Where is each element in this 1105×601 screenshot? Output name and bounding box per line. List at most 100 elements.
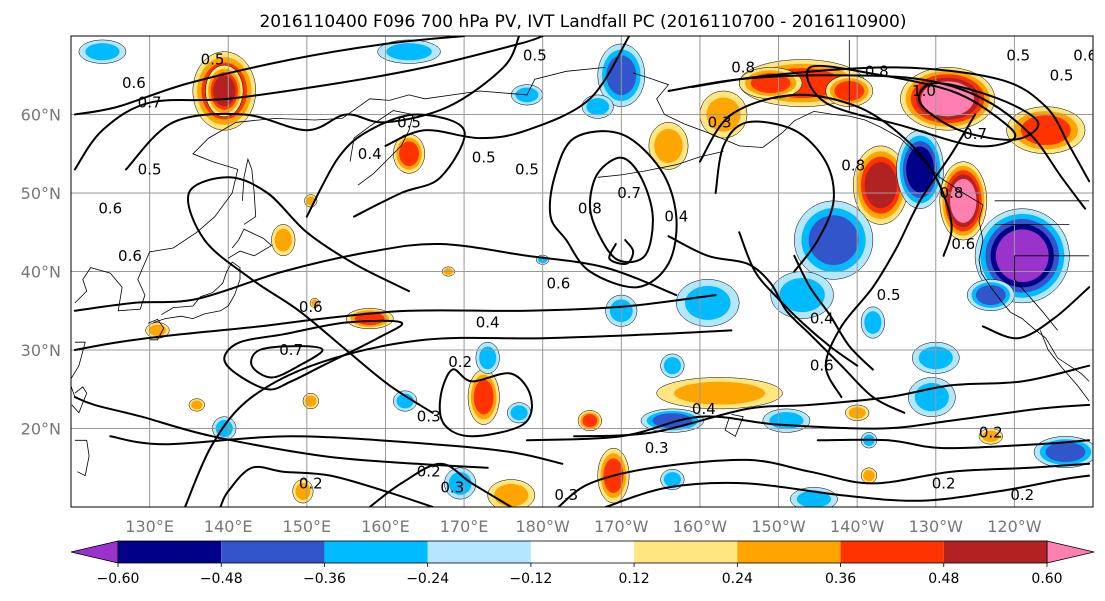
pv-anomaly-blob [676, 279, 740, 327]
contour-label-text: 0.5 [201, 51, 225, 69]
contour-label-text: 0.3 [417, 408, 441, 426]
longitude-tick-label: 140°E [204, 517, 253, 536]
pv-anomaly-blob [978, 428, 1003, 445]
longitude-tick-labels: 130°E 140°E 150°E 160°E 170°E 180°W 170°W 160°W… [125, 517, 1041, 536]
longitude-tick-label: 160°E [361, 517, 410, 536]
ivt-contour-line [793, 254, 874, 371]
ivt-contour-line [125, 36, 521, 171]
longitude-tick-label: 150°E [283, 517, 332, 536]
pv-anomaly-blob [507, 402, 532, 424]
colorbar-extend-high [1046, 540, 1095, 564]
pv-anomaly-blob [648, 122, 689, 170]
contour-label: 0.7 [279, 341, 303, 359]
contour-label: 1.0 [912, 82, 936, 100]
coastline-hawaii [724, 414, 744, 437]
longitude-tick-label: 130°E [125, 517, 174, 536]
contour-label: 0.8 [940, 184, 964, 202]
colorbar-tick-label: 0.24 [722, 571, 753, 587]
ivt-contour-line [667, 235, 906, 414]
pv-anomaly-blob [302, 392, 319, 410]
contour-label-text: 0.4 [476, 314, 500, 332]
pv-anomaly-blob [908, 377, 956, 417]
contour-label-text: 0.6 [122, 74, 146, 92]
pv-shade-level [779, 277, 825, 313]
contour-label-text: 0.5 [877, 286, 901, 304]
contour-label-text: 0.4 [664, 208, 688, 226]
pv-shade-level [311, 299, 319, 307]
contour-label: 0.6 [951, 235, 975, 253]
pv-anomaly-blob [896, 129, 944, 209]
contour-label: 0.5 [138, 160, 162, 178]
contour-label-text: 0.6 [1073, 47, 1097, 65]
pv-anomaly-blob [271, 224, 296, 257]
contour-label: 0.2 [448, 353, 472, 371]
ivt-contour-line [917, 82, 1040, 141]
coastline-japan-hokkaido [227, 228, 273, 259]
contour-label-text: 0.8 [731, 58, 755, 76]
colorbar-outline [117, 540, 1048, 564]
pv-shade-level [950, 178, 977, 223]
pv-anomaly-blob [656, 377, 783, 410]
latitude-tick-label: 20°N [21, 420, 61, 439]
contour-label: 0.6 [98, 200, 122, 218]
map-border [70, 35, 1094, 508]
contour-label-text: 0.8 [841, 157, 865, 175]
pv-anomaly-blob [467, 369, 500, 425]
contour-label: 0.6 [546, 274, 570, 292]
contour-label: 0.2 [1010, 486, 1034, 504]
contour-label: 0.3 [645, 439, 669, 457]
colorbar-tick-label: 0.36 [825, 571, 856, 587]
contour-label-text: 0.3 [554, 486, 578, 504]
pv-anomaly-blob [188, 398, 205, 412]
pv-shade-level [305, 395, 317, 407]
contour-label-text: 0.4 [358, 145, 382, 163]
pv-shade-level [906, 146, 934, 193]
pv-anomaly-blob [660, 469, 685, 490]
contour-label: 0.6 [118, 247, 142, 265]
contour-label: 0.4 [358, 145, 382, 163]
contour-label-text: 0.2 [417, 463, 441, 481]
pv-anomaly-blob [309, 297, 320, 308]
colorbar-tick-label: −0.48 [200, 571, 243, 587]
ivt-contour-line [223, 319, 404, 391]
pv-shade-level [864, 162, 897, 209]
contour-label-text: 0.5 [138, 160, 162, 178]
colorbar-segment [221, 541, 325, 563]
longitude-tick-label: 120°W [987, 517, 1042, 536]
pv-shade-level [191, 400, 203, 410]
pv-shade-level [863, 469, 875, 482]
latitude-tick-label: 40°N [21, 263, 61, 282]
contour-label: 0.5 [515, 160, 539, 178]
colorbar-tick-label: 0.12 [619, 571, 650, 587]
contour-label: 0.6 [810, 357, 834, 375]
contour-label-text: 0.6 [98, 200, 122, 218]
colorbar-tick-label: 0.60 [1031, 571, 1062, 587]
colorbar-tick-label: −0.60 [97, 571, 140, 587]
colorbar-segment [118, 541, 222, 563]
contour-label: 0.6 [299, 298, 323, 316]
pv-anomaly-blob [377, 39, 441, 64]
contour-label-text: 0.2 [932, 474, 956, 492]
pv-shade-level [982, 430, 1000, 443]
pv-anomaly-blob [205, 64, 244, 118]
pv-anomaly-blob [444, 467, 477, 500]
contour-label: 0.3 [440, 478, 464, 496]
pv-shade-level [663, 357, 681, 375]
coastline-asia-mainland [74, 67, 606, 312]
pv-anomaly-blob [292, 479, 314, 504]
latitude-tick-label: 50°N [21, 184, 61, 203]
contour-label-text: 0.2 [979, 423, 1003, 441]
contour-label: 0.3 [417, 408, 441, 426]
ivt-contour-line [824, 113, 977, 399]
contour-label-text: 0.3 [645, 439, 669, 457]
pv-shade-level [582, 414, 598, 428]
coastline-kamchatka [349, 110, 414, 186]
ivt-contour-line [691, 66, 1091, 183]
contour-label-text: 0.5 [1050, 66, 1074, 84]
ivt-contour-line [698, 93, 953, 257]
contour-label-text: 0.6 [951, 235, 975, 253]
colorbar: −0.60 −0.48 −0.36 −0.24 −0.12 0.12 0.24 0.36 0.4… [70, 540, 1095, 587]
colorbar-tick-label: −0.24 [406, 571, 449, 587]
pv-anomaly-blob [860, 306, 885, 339]
longitude-tick-label: 170°E [440, 517, 489, 536]
